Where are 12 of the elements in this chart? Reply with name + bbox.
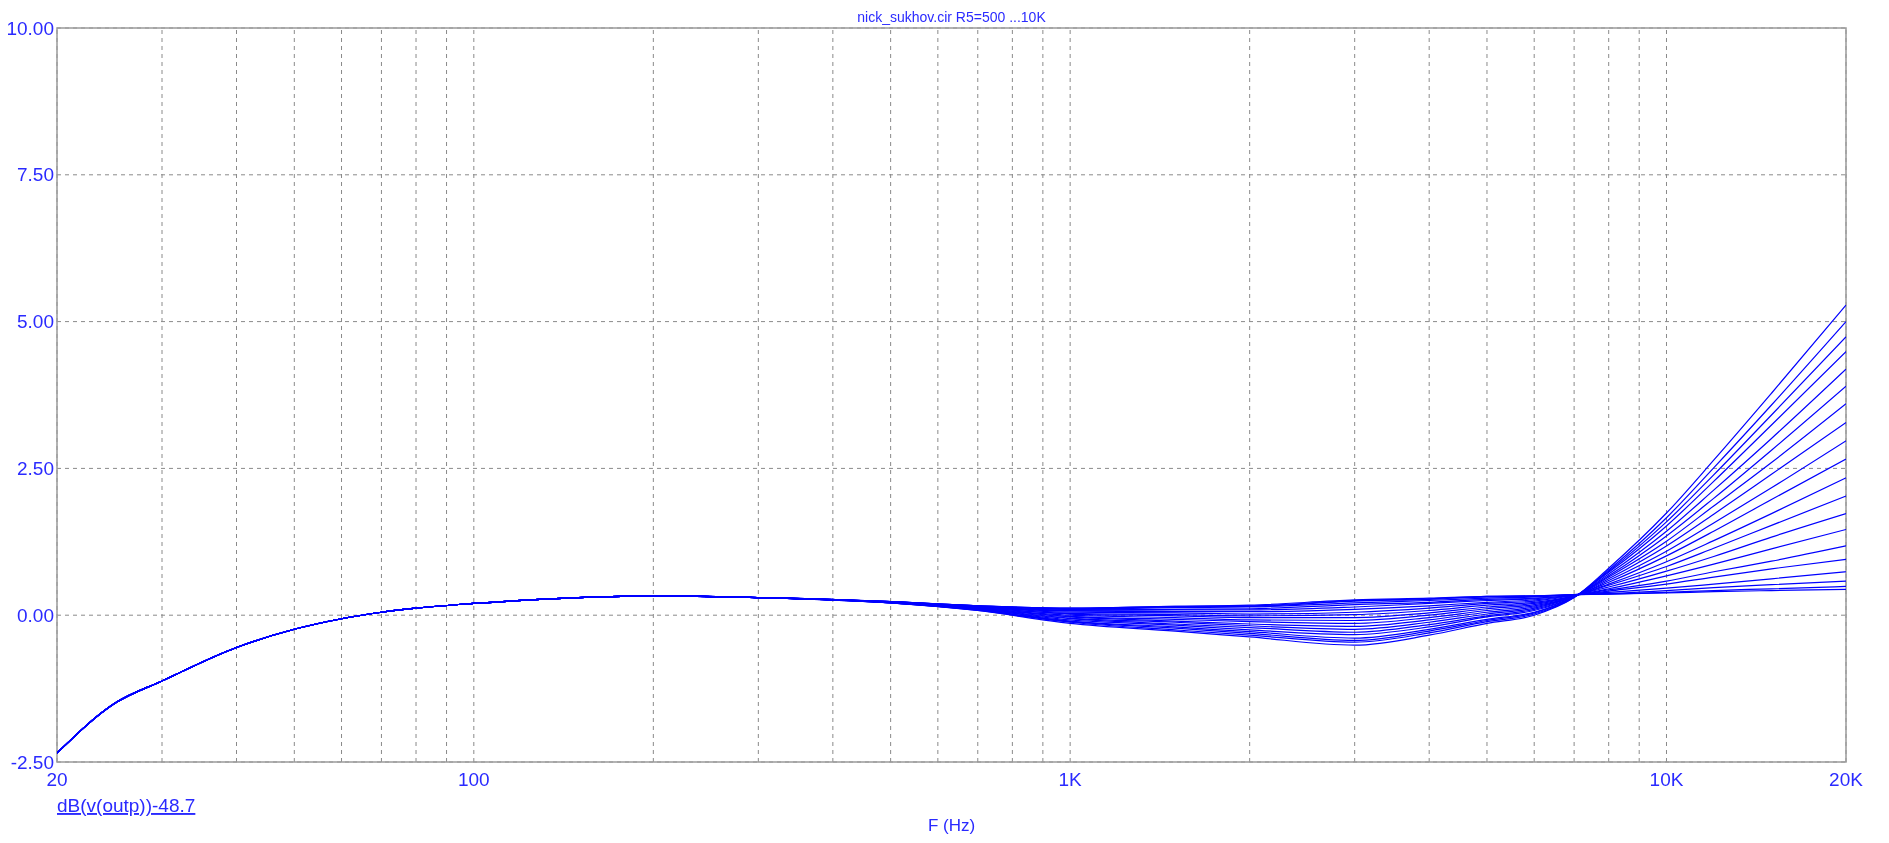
y-tick-label: 5.00 (17, 311, 54, 333)
y-tick-label: 7.50 (17, 164, 54, 186)
text: dB(v(outp))-48.7 (57, 795, 196, 816)
x-tick-label: 20K (1829, 769, 1864, 790)
x-tick-label: 10K (1649, 769, 1684, 790)
y-tick-label: 10.00 (6, 17, 54, 39)
y-tick-label: 0.00 (17, 604, 54, 626)
chart-title: nick_sukhov.cir R5=500 ...10K (857, 9, 1047, 25)
y-tick-label: 2.50 (17, 457, 54, 479)
x-axis-title: F (Hz) (927, 816, 976, 835)
x-tick-label: 100 (457, 769, 490, 790)
x-tick-label: 1K (1058, 769, 1083, 790)
